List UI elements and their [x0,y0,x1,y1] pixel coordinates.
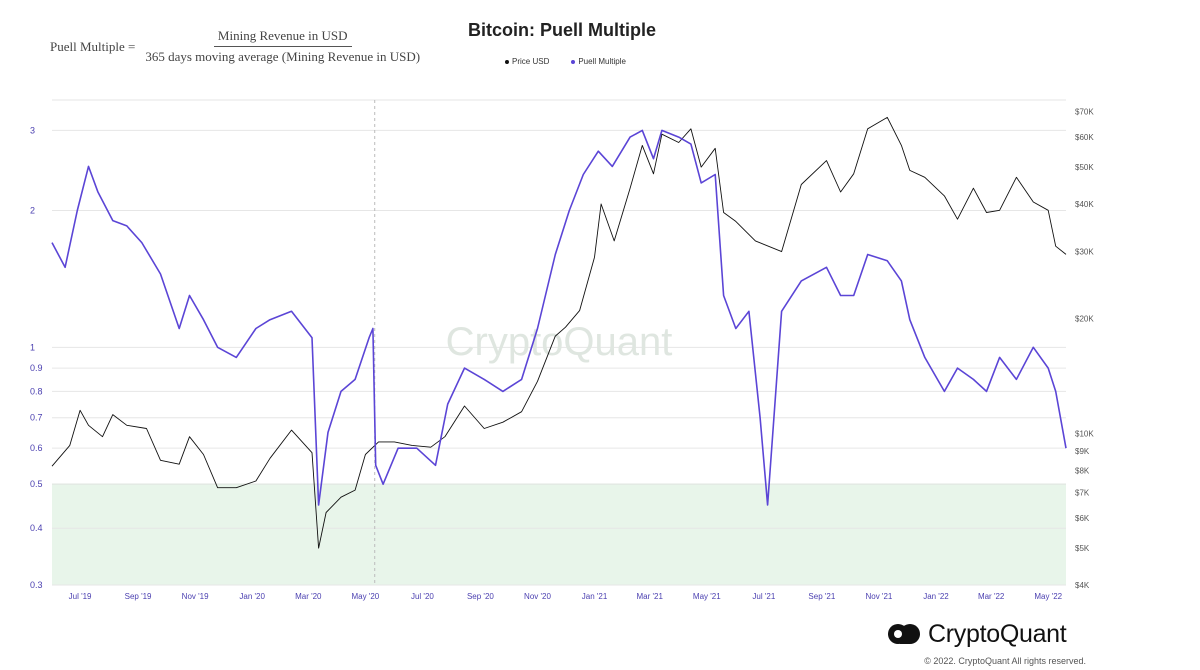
legend-item-puell[interactable]: Puell Multiple [571,57,626,66]
y-right-tick-label: $10K [1075,429,1094,438]
brand-logo[interactable]: CryptoQuant [888,620,1067,649]
y-left-tick-label: 0.7 [30,413,43,423]
legend-dot-price [505,59,509,64]
x-tick-label: Mar '22 [978,592,1005,601]
x-tick-label: Jan '22 [923,592,949,601]
x-tick-label: Mar '20 [295,592,322,601]
y-left-tick-label: 1 [30,342,35,352]
y-right-tick-label: $20K [1075,315,1094,324]
chart-legend: Price USD Puell Multiple [505,57,626,66]
y-right-tick-label: $70K [1075,107,1094,116]
y-left-tick-label: 0.3 [30,580,43,590]
x-tick-label: Jul '21 [752,592,775,601]
legend-label-puell: Puell Multiple [578,57,626,66]
x-tick-label: Jan '20 [239,592,265,601]
y-left-tick-label: 0.9 [30,363,43,373]
y-right-tick-label: $6K [1075,514,1090,523]
y-right-tick-label: $60K [1075,133,1094,142]
y-left-tick-label: 0.4 [30,523,43,533]
puell-multiple-line [51,129,1067,506]
x-tick-label: Mar '21 [637,592,664,601]
x-tick-label: Sep '19 [125,592,152,601]
x-tick-label: May '20 [351,592,379,601]
x-tick-label: Sep '21 [808,592,835,601]
undervalued-zone [52,484,1066,585]
y-left-tick-label: 2 [30,205,35,215]
y-right-tick-label: $5K [1075,544,1090,553]
x-tick-label: Sep '20 [467,592,494,601]
y-left-tick-label: 0.5 [30,479,43,489]
legend-dot-puell [571,59,576,64]
y-right-tick-label: $50K [1075,163,1094,172]
copyright-text: © 2022. CryptoQuant All rights reserved. [924,656,1086,666]
x-tick-label: May '21 [693,592,721,601]
brand-name: CryptoQuant [928,620,1067,648]
legend-label-price: Price USD [512,57,550,66]
chart-title: Bitcoin: Puell Multiple [468,20,656,40]
legend-item-price[interactable]: Price USD [505,57,549,66]
x-tick-label: Jul '20 [411,592,434,601]
x-tick-label: Nov '19 [182,592,209,601]
puell-formula: Puell Multiple = Mining Revenue in USD 3… [50,28,424,65]
y-right-tick-label: $8K [1075,466,1090,475]
y-right-tick-label: $40K [1075,200,1094,209]
x-tick-label: Nov '20 [524,592,551,601]
x-tick-label: Jul '19 [69,592,92,601]
formula-numerator: Mining Revenue in USD [213,28,352,47]
y-right-tick-label: $7K [1075,488,1090,497]
cryptoquant-logo-icon [888,622,922,648]
x-tick-label: Jan '21 [582,592,608,601]
x-tick-label: Nov '21 [865,592,892,601]
price-usd-line [51,116,1067,549]
y-right-tick-label: $4K [1075,581,1090,590]
y-left-tick-label: 0.6 [30,443,43,453]
x-tick-label: May '22 [1034,592,1062,601]
y-left-tick-label: 3 [30,125,35,135]
y-right-tick-label: $30K [1075,248,1094,257]
y-right-tick-label: $9K [1075,447,1090,456]
watermark-text: CryptoQuant [446,320,673,364]
formula-lhs: Puell Multiple = [50,38,136,54]
formula-fraction: Mining Revenue in USD 365 days moving av… [141,28,424,65]
y-left-tick-label: 0.8 [30,386,43,396]
formula-denominator: 365 days moving average (Mining Revenue … [145,49,421,64]
